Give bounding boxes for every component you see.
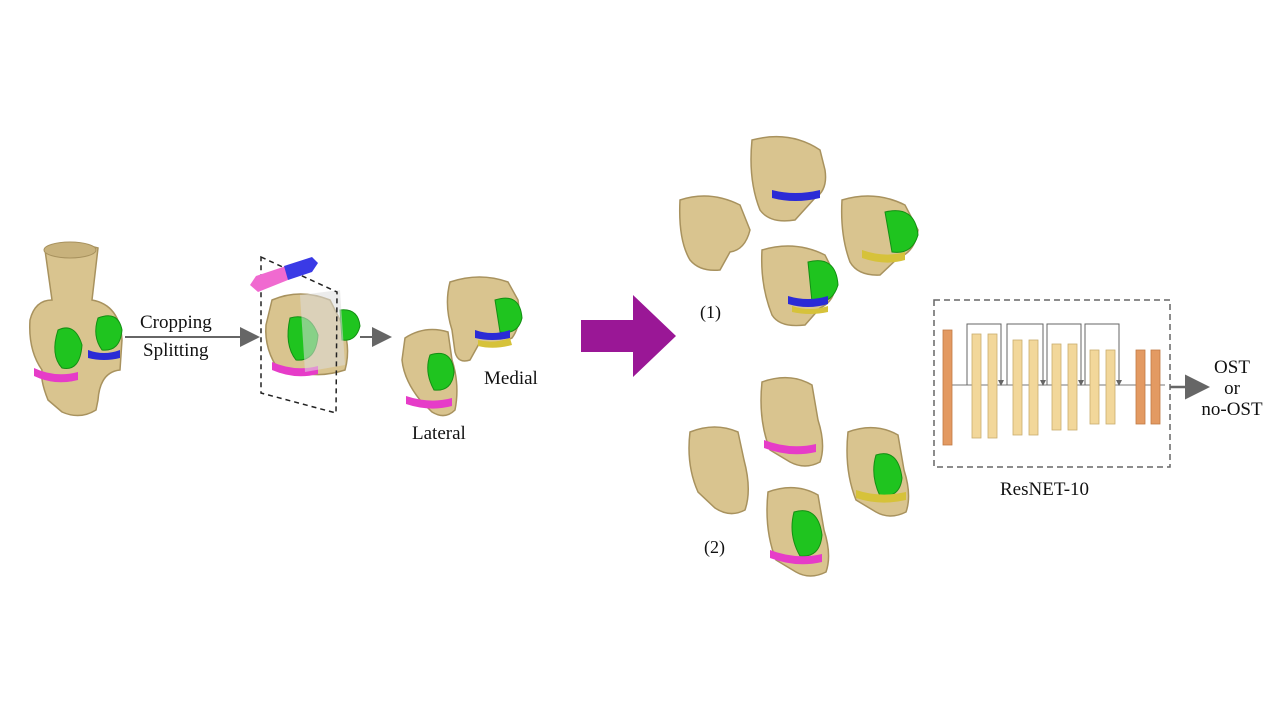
medial-label: Medial: [484, 368, 538, 389]
cropped-knee-split: [250, 255, 361, 414]
output-layer-2: [1150, 349, 1161, 425]
output-or: or: [1224, 377, 1240, 399]
network-label: ResNET-10: [1000, 479, 1090, 500]
medial-half-model: [446, 276, 523, 362]
output-class-label: OST or no-OST: [1198, 357, 1266, 421]
group-1-label: (1): [700, 302, 721, 322]
splitting-label: Splitting: [143, 340, 209, 361]
split-plane: [260, 255, 338, 414]
big-arrow: [581, 295, 676, 377]
group-2-label: (2): [704, 537, 725, 557]
split-indicator-icon: [250, 257, 318, 292]
output-ost: OST: [1214, 357, 1250, 378]
resnet-frame: [933, 299, 1171, 468]
full-knee-model: [29, 241, 123, 417]
augmented-medial-group: [678, 135, 919, 327]
lateral-half-model: [401, 328, 458, 417]
augmented-lateral-group: [688, 376, 910, 577]
output-no-ost: no-OST: [1201, 398, 1263, 420]
resnet-block: [933, 299, 1171, 468]
lateral-label: Lateral: [412, 423, 466, 444]
output-layer-1: [1135, 349, 1146, 425]
cropping-label: Cropping: [140, 312, 212, 333]
input-layer: [942, 329, 953, 446]
